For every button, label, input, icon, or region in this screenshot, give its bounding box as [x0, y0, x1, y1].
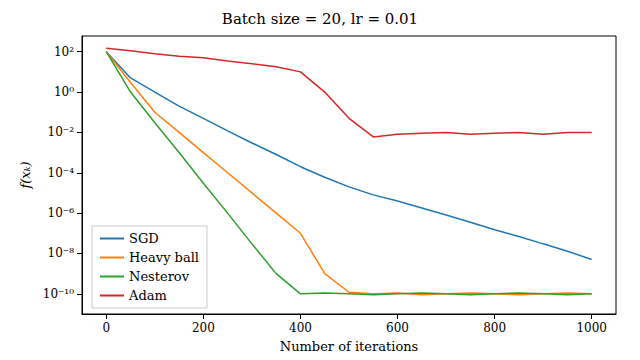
svg-text:10⁻⁴: 10⁻⁴ — [48, 166, 75, 180]
svg-text:600: 600 — [386, 321, 409, 335]
svg-text:10²: 10² — [54, 45, 74, 59]
svg-text:f(xₖ): f(xₖ) — [18, 161, 33, 189]
svg-text:1000: 1000 — [576, 321, 607, 335]
svg-text:200: 200 — [192, 321, 215, 335]
svg-text:10⁻¹⁰: 10⁻¹⁰ — [43, 287, 74, 301]
svg-text:Number of iterations: Number of iterations — [280, 339, 419, 354]
svg-text:Nesterov: Nesterov — [129, 269, 190, 284]
svg-text:SGD: SGD — [129, 231, 159, 246]
svg-text:Batch size = 20, lr = 0.01: Batch size = 20, lr = 0.01 — [222, 10, 418, 28]
svg-text:10⁻⁶: 10⁻⁶ — [48, 206, 75, 220]
svg-text:10⁰: 10⁰ — [54, 85, 74, 99]
svg-text:0: 0 — [102, 321, 110, 335]
svg-text:400: 400 — [289, 321, 312, 335]
svg-text:800: 800 — [483, 321, 506, 335]
svg-text:10⁻²: 10⁻² — [48, 125, 75, 139]
svg-text:10⁻⁸: 10⁻⁸ — [48, 246, 75, 260]
svg-text:Adam: Adam — [128, 288, 167, 303]
svg-text:Heavy ball: Heavy ball — [129, 250, 199, 265]
